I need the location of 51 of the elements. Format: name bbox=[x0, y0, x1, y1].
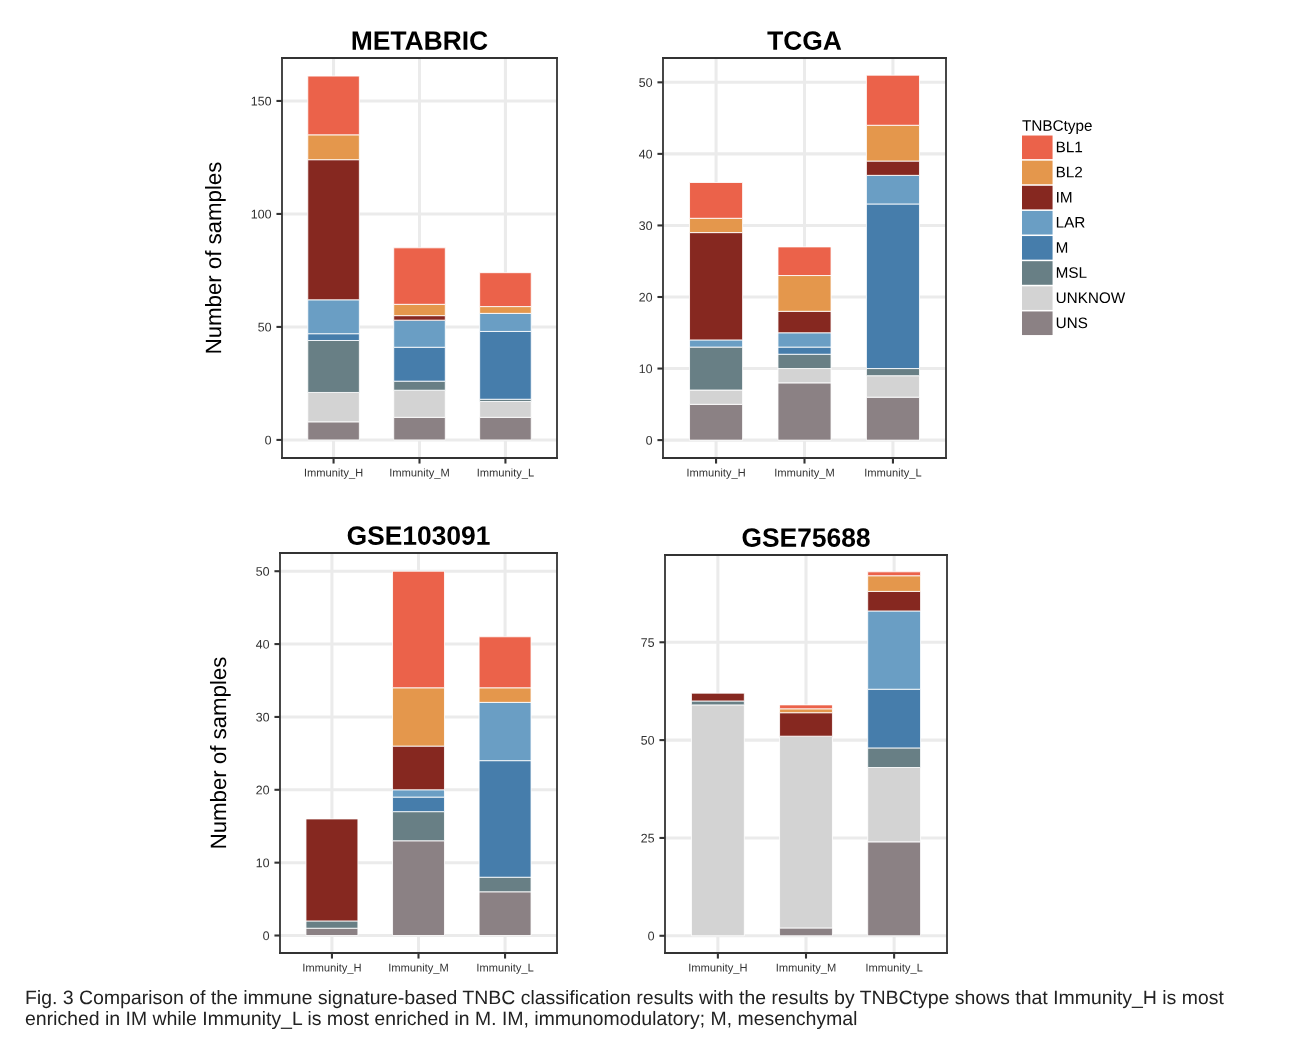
x-tick-label: Immunity_H bbox=[303, 963, 361, 974]
y-tick-label: 40 bbox=[638, 149, 653, 159]
legend-label: MSL bbox=[1056, 267, 1087, 278]
x-tick-label: Immunity_M bbox=[389, 963, 448, 974]
legend-title: TNBCtype bbox=[1022, 120, 1092, 134]
x-tick-label: Immunity_H bbox=[304, 468, 363, 479]
x-tick-label: Immunity_L bbox=[866, 963, 923, 974]
legend-label: IM bbox=[1057, 191, 1072, 203]
x-tick-label: Immunity_H bbox=[689, 963, 747, 974]
caption: Fig. 3 Comparison of the immune signature-based TNBC classification results with the results by TNBCtype shows that Immunity_H is most enriched in IM while Immunity_L is most enriched in M. IM, immunomodulatory; M, mesenchymal bbox=[25, 990, 1224, 1030]
legend-label: M bbox=[1056, 242, 1068, 253]
chart-title: METABRIC bbox=[352, 31, 488, 50]
y-tick-label: 50 bbox=[641, 735, 655, 745]
y-tick-label: 50 bbox=[256, 567, 270, 576]
y-tick-label: 75 bbox=[641, 638, 655, 647]
y-tick-label: 40 bbox=[255, 639, 270, 649]
y-tick-label: 150 bbox=[251, 96, 272, 106]
x-tick-label: Immunity_M bbox=[776, 963, 836, 974]
legend-label: UNS bbox=[1056, 317, 1088, 329]
chart-title: GSE75688 bbox=[742, 528, 870, 547]
y-tick-label: 50 bbox=[258, 322, 272, 332]
y-tick-label: 10 bbox=[256, 858, 270, 868]
x-tick-label: Immunity_L bbox=[865, 468, 922, 479]
legend-label: LAR bbox=[1056, 217, 1085, 228]
y-tick-label: 20 bbox=[639, 292, 653, 302]
y-axis-title: Number of samples bbox=[209, 657, 231, 848]
chart-title: GSE103091 bbox=[347, 526, 490, 545]
y-tick-label: 30 bbox=[639, 221, 653, 231]
y-tick-label: 0 bbox=[648, 931, 655, 941]
x-tick-label: Immunity_H bbox=[687, 468, 745, 479]
y-axis-title: Number of samples bbox=[205, 162, 226, 353]
y-tick-label: 0 bbox=[263, 931, 270, 941]
y-tick-label: 10 bbox=[639, 364, 653, 374]
x-tick-label: Immunity_M bbox=[390, 468, 449, 479]
x-tick-label: Immunity_M bbox=[775, 468, 834, 479]
chart-title: TCGA bbox=[767, 31, 842, 50]
legend-label: UNKNOW bbox=[1056, 292, 1126, 304]
legend-label: BL1 bbox=[1056, 141, 1083, 153]
y-tick-label: 30 bbox=[256, 712, 270, 722]
y-tick-label: 20 bbox=[256, 785, 270, 795]
x-tick-label: Immunity_L bbox=[477, 468, 534, 479]
bar bbox=[779, 704, 833, 710]
y-tick-label: 50 bbox=[639, 78, 653, 87]
y-tick-label: 25 bbox=[641, 833, 655, 843]
bar bbox=[691, 692, 745, 702]
y-tick-label: 0 bbox=[265, 435, 272, 445]
y-tick-label: 0 bbox=[646, 435, 653, 445]
legend-label: BL2 bbox=[1056, 166, 1083, 178]
x-tick-label: Immunity_L bbox=[477, 963, 534, 974]
bar bbox=[691, 704, 745, 937]
y-tick-label: 100 bbox=[251, 209, 272, 219]
